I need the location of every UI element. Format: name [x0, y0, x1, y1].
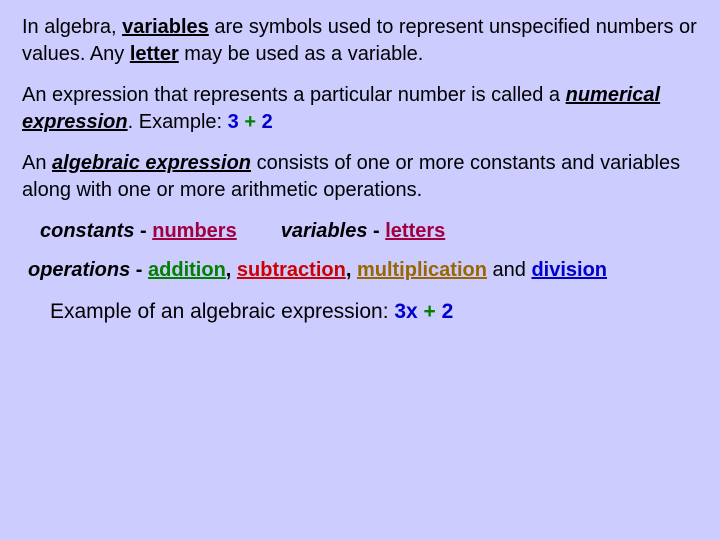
dash: -: [130, 259, 148, 281]
op-plus: +: [239, 111, 262, 133]
comma: ,: [346, 259, 357, 281]
text: may be used as a variable.: [179, 43, 424, 65]
term-division: division: [531, 259, 607, 281]
num-3: 3: [228, 111, 239, 133]
term-subtraction: subtraction: [237, 259, 346, 281]
paragraph-numerical-expression: An expression that represents a particul…: [22, 82, 698, 136]
definitions-row: constants - numbers variables - letters: [22, 218, 698, 245]
label-operations: operations: [28, 259, 130, 281]
term-variables: variables: [122, 16, 209, 38]
and: and: [487, 259, 531, 281]
label-variables: variables: [281, 220, 368, 242]
num-2: 2: [262, 111, 273, 133]
term-letters: letters: [385, 220, 445, 242]
text: In algebra,: [22, 16, 122, 38]
example-label: Example of an algebraic expression:: [50, 300, 394, 323]
text: . Example:: [128, 111, 228, 133]
slide-content: In algebra, variables are symbols used t…: [0, 0, 720, 340]
dash: -: [134, 220, 152, 242]
term-numbers: numbers: [152, 220, 236, 242]
text: An expression that represents a particul…: [22, 84, 566, 106]
term-3x: 3x: [394, 300, 417, 323]
text: An: [22, 152, 52, 174]
label-constants: constants: [40, 220, 134, 242]
example-algebraic: Example of an algebraic expression: 3x +…: [22, 298, 698, 326]
term-letter: letter: [130, 43, 179, 65]
operations-row: operations - addition, subtraction, mult…: [22, 257, 698, 284]
num-2: 2: [442, 300, 454, 323]
comma: ,: [226, 259, 237, 281]
term-algebraic-expression: algebraic expression: [52, 152, 251, 174]
op-plus: +: [418, 300, 442, 323]
paragraph-algebraic-expression: An algebraic expression consists of one …: [22, 150, 698, 204]
term-multiplication: multiplication: [357, 259, 487, 281]
paragraph-variables: In algebra, variables are symbols used t…: [22, 14, 698, 68]
term-addition: addition: [148, 259, 226, 281]
dash: -: [367, 220, 385, 242]
